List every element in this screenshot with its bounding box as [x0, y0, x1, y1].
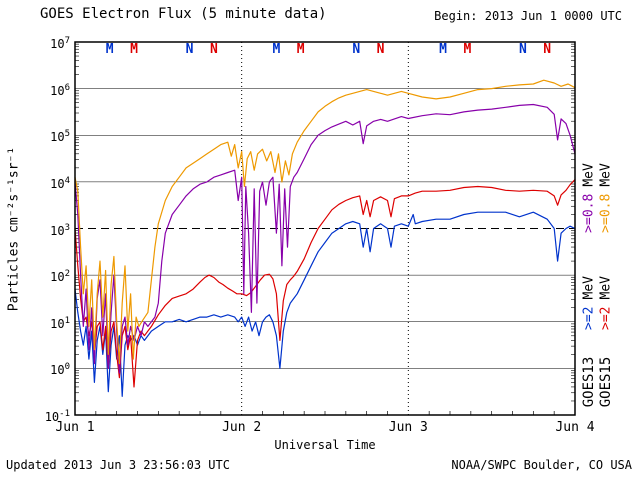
x-axis-label: Universal Time	[274, 438, 376, 452]
marker-goes13-n: N	[519, 42, 527, 57]
marker-goes15-n: N	[543, 42, 551, 57]
legend-goes15-ge0-8-value: >=0.8	[598, 193, 614, 233]
begin-timestamp: Begin: 2013 Jun 1 0000 UTC	[434, 9, 622, 23]
marker-goes13-m: M	[439, 42, 447, 57]
x-tick-jun-4: Jun 4	[555, 420, 595, 435]
legend-goes15-ge2-value: >=2	[598, 306, 614, 330]
legend-goes13-ge0-8-value: >=0.8	[581, 193, 597, 233]
series-goes13-2-mev	[74, 211, 576, 397]
legend-unit: MeV	[598, 163, 614, 187]
y-tick-10e-1: 10-1	[44, 409, 70, 424]
chart-title: GOES Electron Flux (5 minute data)	[40, 6, 327, 22]
y-tick-10e3: 103	[50, 222, 70, 238]
y-tick-10e1: 101	[50, 315, 70, 331]
y-tick-10e6: 106	[50, 82, 70, 98]
marker-goes13-n: N	[186, 42, 194, 57]
x-tick-jun-3: Jun 3	[388, 420, 428, 435]
y-tick-10e5: 105	[50, 129, 70, 145]
x-tick-jun-2: Jun 2	[222, 420, 262, 435]
y-tick-10e2: 102	[50, 269, 70, 285]
legend-unit: MeV	[581, 276, 597, 300]
marker-goes15-m: M	[130, 42, 138, 57]
series-goes15-0-8-mev	[74, 79, 576, 365]
x-tick-jun-1: Jun 1	[55, 420, 95, 435]
y-tick-10e0: 100	[50, 362, 70, 378]
marker-goes13-m: M	[272, 42, 280, 57]
legend-goes13-ge2-value: >=2	[581, 306, 597, 330]
marker-goes15-n: N	[377, 42, 385, 57]
updated-timestamp: Updated 2013 Jun 3 23:56:03 UTC	[6, 458, 230, 472]
marker-goes15-m: M	[463, 42, 471, 57]
legend-unit: MeV	[581, 163, 597, 187]
data-source: NOAA/SWPC Boulder, CO USA	[451, 458, 632, 472]
legend-goes15-ge2: >=2 MeV	[599, 276, 614, 330]
plot-frame	[74, 41, 576, 416]
legend-goes13-name: GOES13	[581, 356, 597, 408]
legend-goes15-name: GOES15	[598, 356, 614, 408]
legend-goes13-ge2: >=2 MeV	[582, 276, 597, 330]
series-goes15-2-mev	[74, 178, 576, 388]
legend-goes13-ge0-8: >=0.8 MeV	[582, 163, 597, 233]
marker-goes15-n: N	[210, 42, 218, 57]
legend-goes15-ge0-8: >=0.8 MeV	[599, 163, 614, 233]
marker-goes13-n: N	[352, 42, 360, 57]
marker-goes13-m: M	[106, 42, 114, 57]
legend-unit: MeV	[598, 276, 614, 300]
marker-goes15-m: M	[297, 42, 305, 57]
y-tick-10e7: 107	[50, 36, 70, 51]
y-tick-10e4: 104	[50, 175, 70, 191]
